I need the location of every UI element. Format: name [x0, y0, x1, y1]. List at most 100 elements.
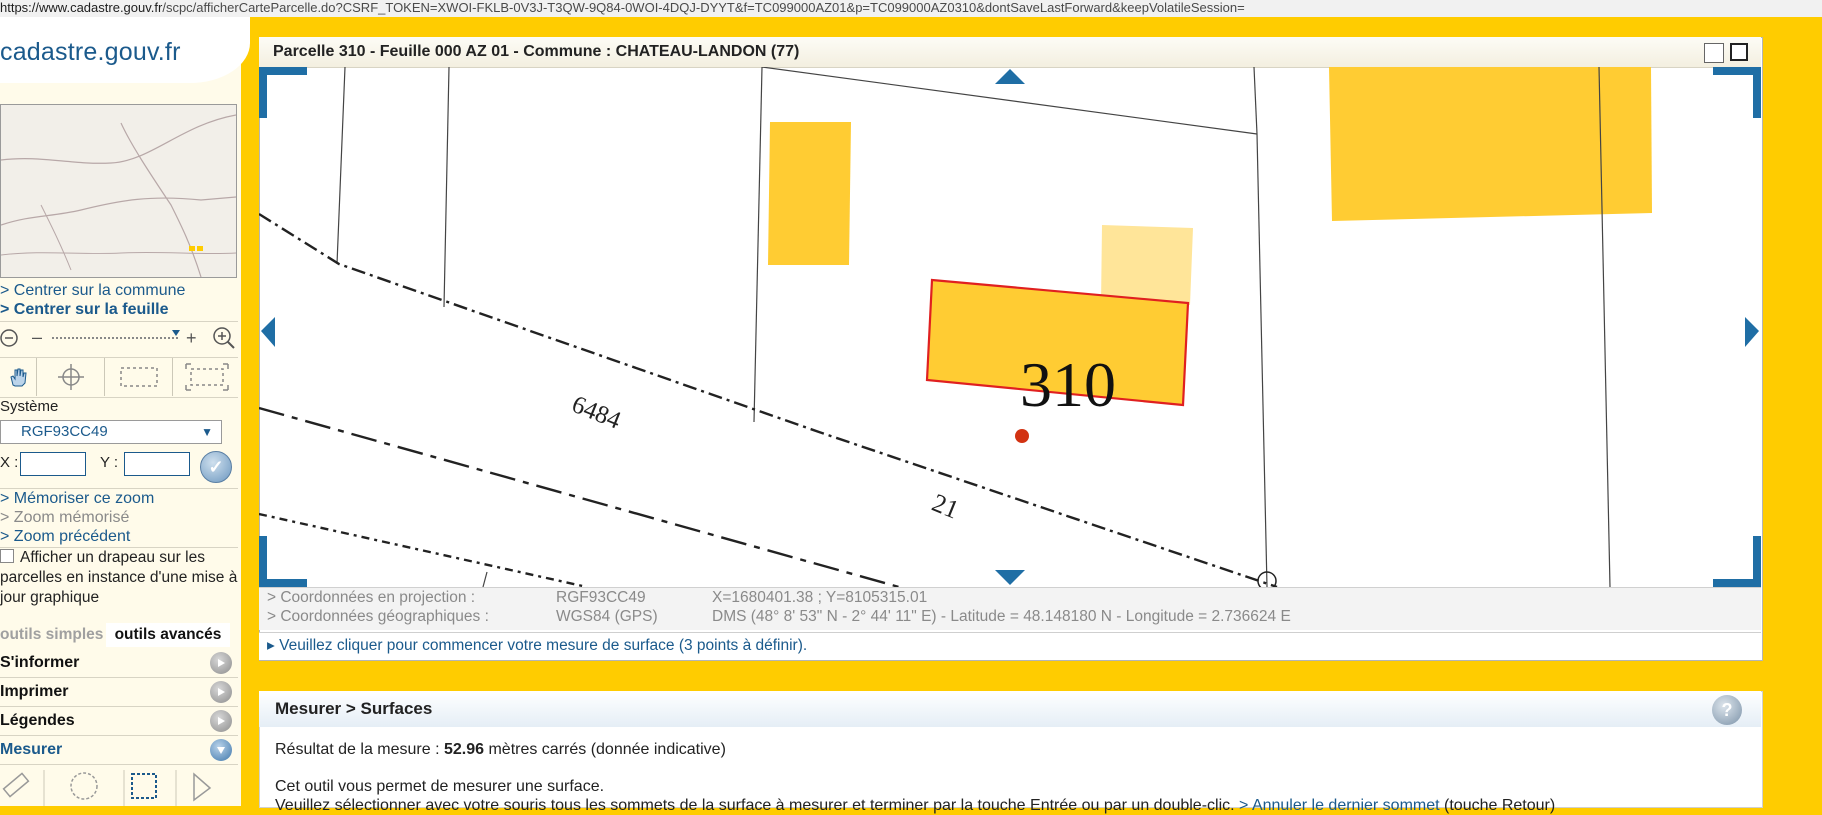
measure-panel-header — [259, 691, 1761, 727]
geo-coords-label: > Coordonnées géographiques : — [267, 608, 489, 625]
proj-value: X=1680401.38 ; Y=8105315.01 — [712, 589, 928, 606]
ruler-icon[interactable] — [2, 772, 30, 798]
building-1 — [768, 122, 851, 265]
logo-area — [0, 17, 250, 83]
crosshair-icon — [58, 364, 84, 390]
surface-measure-icon[interactable] — [131, 773, 157, 799]
map-tool-row — [0, 358, 238, 398]
zoom-plus[interactable]: + — [186, 328, 197, 348]
measure-hint-text: ▸ Veuillez cliquer pour commencer votre … — [267, 637, 808, 654]
geo-value: DMS (48° 8' 53" N - 2° 44' 11" E) - Lati… — [712, 608, 1291, 625]
parcel-lines — [336, 67, 1611, 587]
url-host: https://www.cadastre.gouv.fr — [0, 0, 163, 15]
building-2 — [1329, 67, 1652, 221]
divider — [0, 357, 238, 358]
menu-informer[interactable]: S'informer — [0, 649, 238, 678]
tab-advanced-tools[interactable]: outils avancés — [106, 623, 230, 647]
proj-system: RGF93CC49 — [556, 589, 646, 606]
result-prefix: Résultat de la mesure : — [275, 741, 444, 758]
geo-system: WGS84 (GPS) — [556, 608, 658, 625]
zoom-out-box-tool[interactable] — [174, 358, 240, 396]
boundary-lines — [259, 212, 1278, 587]
coordinates-panel: > Coordonnées en projection : RGF93CC49 X=… — [259, 587, 1761, 630]
overview-map[interactable] — [0, 104, 237, 278]
validate-coords-button[interactable]: ✓ — [200, 451, 232, 483]
pan-down-icon[interactable] — [995, 570, 1025, 585]
pan-right-icon[interactable] — [1745, 317, 1759, 347]
previous-zoom-link[interactable]: > Zoom précédent — [0, 528, 131, 545]
tab-simple-tools[interactable]: outils simples — [0, 626, 104, 643]
center-commune-link[interactable]: > Centrer sur la commune — [0, 282, 186, 299]
hand-icon — [10, 368, 27, 387]
parcel-310-building[interactable] — [925, 278, 1190, 407]
menu-informer-label: S'informer — [0, 654, 80, 671]
center-sheet-link[interactable]: > Centrer sur la feuille — [0, 301, 169, 318]
pan-up-icon[interactable] — [995, 69, 1025, 84]
zoom-in-icon[interactable] — [213, 327, 235, 349]
zoom-box-tool[interactable] — [106, 358, 173, 396]
system-select[interactable]: RGF93CC49 ▼ — [0, 420, 222, 444]
measure-description: Cet outil vous permet de mesurer une sur… — [275, 778, 605, 795]
memorized-zoom-link: > Zoom mémorisé — [0, 509, 130, 526]
menu-mesurer[interactable]: Mesurer — [0, 736, 238, 765]
divider — [0, 397, 238, 398]
flag-option-text: Afficher un drapeau sur les parcelles en… — [0, 549, 238, 606]
x-label: X : — [0, 454, 19, 471]
menu-imprimer-label: Imprimer — [0, 683, 69, 700]
zoom-slider-handle[interactable] — [172, 330, 180, 336]
pan-left-icon[interactable] — [261, 317, 275, 347]
zoom-out-icon[interactable] — [0, 329, 18, 347]
circle-measure-icon[interactable] — [70, 772, 98, 800]
center-tool[interactable] — [38, 358, 105, 396]
address-bar[interactable]: https://www.cadastre.gouv.fr/scpc/affich… — [0, 0, 1822, 17]
url-path: /scpc/afficherCarteParcelle.do?CSRF_TOKE… — [162, 0, 1245, 15]
system-label: Système — [0, 398, 59, 415]
pan-tool[interactable] — [0, 358, 37, 396]
measure-panel-title: Mesurer > Surfaces — [275, 699, 433, 718]
measure-result: Résultat de la mesure : 52.96 mètres car… — [275, 741, 726, 759]
measure-tool-row — [0, 768, 238, 806]
divider — [0, 321, 238, 322]
maximize-window-icon[interactable] — [1730, 43, 1748, 61]
menu-legendes-label: Légendes — [0, 712, 75, 729]
restore-window-icon[interactable] — [1704, 43, 1724, 63]
menu-imprimer[interactable]: Imprimer — [0, 678, 238, 707]
building-annex — [1101, 225, 1193, 305]
parcel-centroid-marker — [1015, 429, 1029, 443]
map-title: Parcelle 310 - Feuille 000 AZ 01 - Commu… — [273, 43, 800, 60]
y-label: Y : — [100, 454, 119, 471]
divider — [0, 547, 238, 548]
help-icon[interactable]: ? — [1712, 695, 1742, 725]
system-select-value: RGF93CC49 — [21, 423, 108, 440]
zoom-minus[interactable]: – — [32, 327, 42, 347]
measure-instructions: Veuillez sélectionner avec votre souris … — [275, 797, 1555, 815]
expand-down-icon — [210, 739, 232, 761]
map-title-bar: Parcelle 310 - Feuille 000 AZ 01 - Commu… — [259, 37, 1761, 68]
play-icon — [210, 652, 232, 674]
play-icon — [210, 710, 232, 732]
flag-checkbox[interactable] — [0, 549, 14, 563]
zoom-bar: – + — [0, 320, 238, 356]
tool-tabs: outils simples outils avancés — [0, 623, 232, 647]
result-value: 52.96 — [443, 741, 485, 758]
measure-hint: ▸ Veuillez cliquer pour commencer votre … — [259, 632, 1761, 660]
flag-option-label: Afficher un drapeau sur les parcelles en… — [0, 548, 238, 608]
check-icon: ✓ — [208, 456, 224, 477]
label-6484: 6484 — [568, 391, 625, 435]
map-canvas[interactable]: 6484 21 310 — [259, 67, 1761, 587]
site-logo[interactable]: cadastre.gouv.fr — [0, 38, 181, 66]
play-icon — [210, 681, 232, 703]
angle-measure-icon[interactable] — [193, 772, 212, 802]
memorize-zoom-link[interactable]: > Mémoriser ce zoom — [0, 490, 155, 507]
menu-legendes[interactable]: Légendes — [0, 707, 238, 736]
chevron-down-icon: ▼ — [201, 425, 213, 439]
boundary-marker — [1257, 571, 1277, 587]
y-input[interactable] — [124, 452, 190, 476]
x-input[interactable] — [20, 452, 86, 476]
proj-coords-label: > Coordonnées en projection : — [267, 589, 476, 606]
result-suffix: mètres carrés (donnée indicative) — [484, 741, 726, 758]
frame-corners — [259, 67, 1761, 587]
parcel-number-label: 310 — [1020, 349, 1116, 420]
selection-box-icon — [120, 367, 158, 387]
expand-box-icon — [185, 363, 229, 391]
